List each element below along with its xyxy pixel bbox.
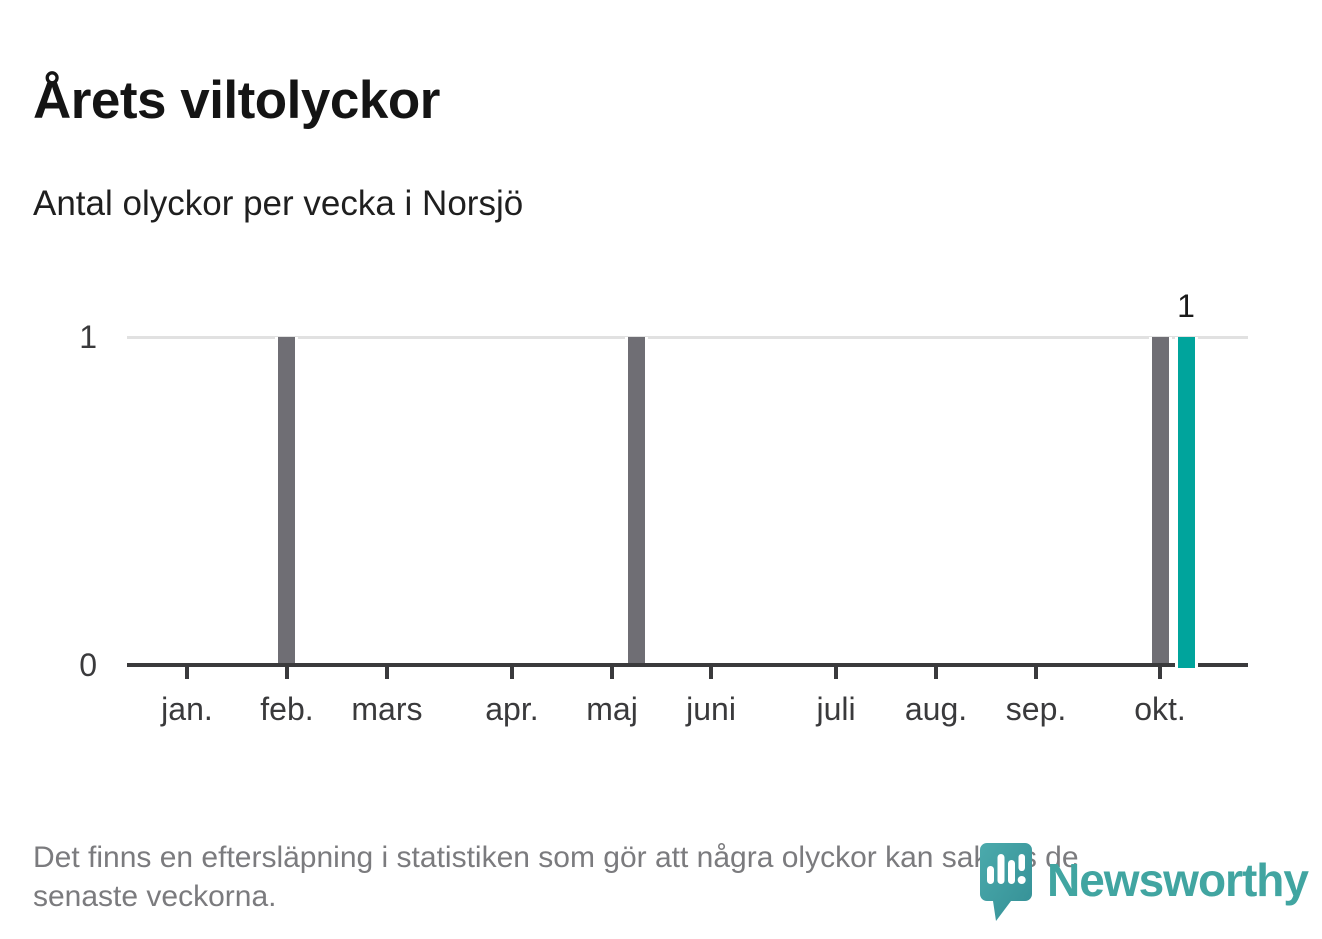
x-axis-label-sep: sep. — [1005, 691, 1067, 727]
bar-week — [1148, 337, 1172, 665]
x-axis-tick — [184, 667, 189, 679]
footer-line-1: Det finns en eftersläpning i statistiken… — [33, 841, 1079, 874]
x-axis-label-mars: mars — [351, 691, 423, 727]
y-axis-label-1: 1 — [79, 319, 97, 355]
newsworthy-logo: Newsworthy — [979, 842, 1309, 922]
chart-title: Årets viltolyckor — [33, 70, 440, 130]
x-axis-tick — [1034, 667, 1039, 679]
x-axis-line — [127, 663, 1248, 667]
bar-week — [624, 337, 648, 665]
x-axis-tick — [1158, 667, 1162, 679]
x-axis-label-okt: okt. — [1134, 691, 1186, 727]
chart-subtitle: Antal olyckor per vecka i Norsjö — [33, 184, 524, 223]
gridline-y1 — [127, 336, 1248, 339]
y-axis-label-0: 0 — [79, 647, 97, 683]
x-axis-tick — [384, 667, 389, 679]
bar-week — [275, 337, 299, 665]
x-axis-label-feb: feb. — [260, 691, 314, 727]
x-axis-label-jan: jan. — [161, 691, 213, 727]
x-axis-tick — [284, 667, 289, 679]
x-axis-label-juni: juni — [686, 691, 736, 727]
x-axis-label-juli: juli — [816, 691, 856, 727]
newsworthy-logo-text: Newsworthy — [1047, 854, 1309, 906]
x-axis-tick — [610, 667, 615, 679]
bar-current-week — [1174, 337, 1198, 668]
plot-area: 1 jan. feb. mars apr. maj juni juli aug. sep. okt… — [127, 288, 1248, 727]
x-axis-label-apr: apr. — [485, 691, 539, 727]
x-axis-label-maj: maj — [586, 691, 638, 727]
x-axis-tick — [709, 667, 714, 679]
footer-note: Det finns en eftersläpning i statistiken… — [33, 838, 1079, 916]
x-axis-tick — [834, 667, 839, 679]
x-axis-tick — [934, 667, 939, 679]
newsworthy-logo-icon — [980, 843, 1032, 921]
footer-line-2: senaste veckorna. — [33, 880, 277, 913]
x-axis-label-aug: aug. — [904, 691, 968, 727]
bar-value-label: 1 — [1177, 288, 1195, 324]
x-axis-tick — [509, 667, 514, 679]
